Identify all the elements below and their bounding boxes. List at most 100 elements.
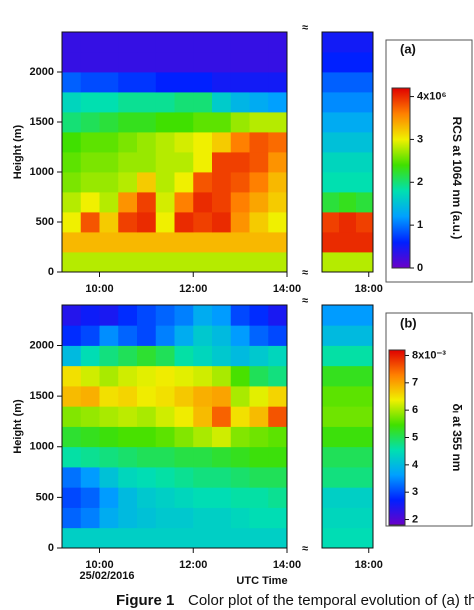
heatmap-cell	[99, 406, 119, 427]
heatmap-cell	[118, 325, 138, 346]
heatmap-cell	[118, 426, 138, 448]
heatmap-cell	[339, 32, 357, 53]
heatmap-cell	[118, 467, 138, 488]
colorbar-tick-label: 5	[412, 431, 418, 443]
heatmap-cell	[137, 467, 157, 488]
heatmap-cell	[212, 426, 232, 448]
heatmap-cell	[62, 406, 82, 427]
heatmap-cell	[99, 365, 119, 387]
x-tick-label: 12:00	[179, 559, 207, 571]
heatmap-cell	[155, 252, 175, 273]
heatmap-cell	[80, 52, 100, 73]
heatmap-cell	[174, 527, 194, 549]
heatmap-cell	[155, 527, 175, 549]
x-tick-label: 18:00	[355, 559, 383, 571]
heatmap-cell	[212, 112, 232, 133]
heatmap-cell	[62, 212, 82, 233]
heatmap-cell	[193, 172, 213, 193]
heatmap-cell	[356, 172, 374, 193]
heatmap-cell	[268, 112, 288, 133]
heatmap-cell	[230, 467, 250, 488]
heatmap-cell	[212, 92, 232, 113]
heatmap-cell	[62, 426, 82, 448]
heatmap-cell	[356, 325, 374, 346]
heatmap-cell	[230, 32, 250, 53]
heatmap-cell	[174, 345, 194, 367]
heatmap-cell	[80, 32, 100, 53]
heatmap-cell	[356, 386, 374, 407]
heatmap-cell	[356, 426, 374, 448]
colorbar-tick-label: 1	[417, 219, 423, 231]
y-tick-label: 0	[48, 542, 54, 554]
heatmap-cell	[99, 112, 119, 133]
heatmap-cell	[249, 325, 269, 346]
heatmap-cell	[268, 252, 288, 273]
heatmap-cell	[62, 192, 82, 213]
heatmap-cell	[230, 305, 250, 326]
heatmap-cell	[339, 132, 357, 153]
colorbar	[391, 87, 411, 269]
heatmap-cell	[137, 192, 157, 213]
heatmap-cell	[80, 467, 100, 488]
heatmap-cell	[356, 152, 374, 173]
heatmap-cell	[155, 92, 175, 113]
heatmap-cell	[118, 72, 138, 93]
heatmap-cell	[356, 212, 374, 233]
heatmap-cell	[118, 527, 138, 549]
heatmap-cell	[356, 32, 374, 53]
heatmap-cell	[268, 487, 288, 508]
x-tick-label: 12:00	[179, 283, 207, 295]
heatmap-cell	[322, 345, 340, 367]
heatmap-cell	[339, 487, 357, 508]
heatmap-cell	[356, 52, 374, 73]
heatmap-cell	[230, 446, 250, 468]
heatmap-cell	[99, 325, 119, 346]
heatmap-cell	[118, 406, 138, 427]
heatmap-cell	[137, 92, 157, 113]
heatmap-cell	[268, 507, 288, 529]
heatmap-cell	[137, 212, 157, 233]
heatmap-cell	[230, 365, 250, 387]
heatmap-cell	[118, 132, 138, 153]
heatmap-cell	[230, 406, 250, 427]
heatmap-cell	[268, 467, 288, 488]
heatmap-cell	[155, 426, 175, 448]
colorbar-tick-label: 8x10⁻³	[412, 349, 446, 361]
heatmap-cell	[80, 487, 100, 508]
heatmap-cell	[155, 305, 175, 326]
heatmap-cell	[249, 52, 269, 73]
heatmap-cell	[193, 72, 213, 93]
heatmap-cell	[174, 467, 194, 488]
heatmap-cell	[249, 386, 269, 407]
heatmap-cell	[174, 365, 194, 387]
heatmap-cell	[230, 325, 250, 346]
panel-label: (b)	[400, 315, 417, 330]
y-tick-label: 1500	[30, 390, 54, 402]
heatmap-cell	[193, 446, 213, 468]
heatmap-cell	[80, 172, 100, 193]
axis-break: ≈	[302, 22, 308, 34]
heatmap-cell	[212, 446, 232, 468]
date-label: 25/02/2016	[79, 570, 134, 582]
y-axis-label: Height (m)	[12, 124, 24, 179]
plot-frame	[61, 304, 288, 549]
heatmap-cell	[174, 172, 194, 193]
heatmap-cell	[174, 32, 194, 53]
heatmap-cell	[193, 527, 213, 549]
heatmap-cell	[268, 32, 288, 53]
heatmap-cell	[118, 212, 138, 233]
heatmap-cell	[174, 487, 194, 508]
heatmap-cell	[193, 232, 213, 253]
heatmap-cell	[322, 507, 340, 529]
heatmap-cell	[80, 192, 100, 213]
colorbar-tick-label: 0	[417, 262, 423, 274]
colorbar-tick-label: 3	[412, 486, 418, 498]
heatmap-cell	[356, 487, 374, 508]
heatmap-cell	[322, 467, 340, 488]
heatmap-cell	[356, 232, 374, 253]
heatmap-cell	[193, 467, 213, 488]
heatmap-cell	[249, 252, 269, 273]
colorbar-label: δₗ at 355 nm	[450, 404, 464, 472]
heatmap-cell	[118, 152, 138, 173]
heatmap-cell	[155, 406, 175, 427]
